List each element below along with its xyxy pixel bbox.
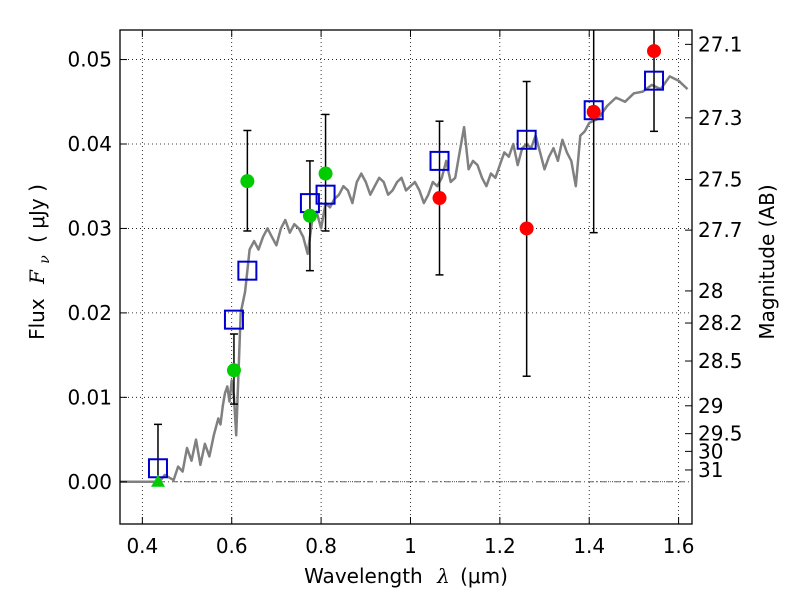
nir-data-point [647, 44, 662, 59]
magnitude-tick-label: 28.5 [698, 349, 743, 373]
x-tick-labels: 0.4 0.6 0.8 1 1.2 1.4 1.6 [126, 534, 694, 558]
magnitude-tick-label: 27.7 [698, 218, 743, 242]
model-photometry-square [315, 184, 336, 205]
y-tick-label: 0.01 [67, 385, 112, 409]
optical-data-point [302, 208, 317, 223]
nir-data-point [586, 104, 601, 119]
magnitude-tick-label: 27.5 [698, 167, 743, 191]
magnitude-tick-label: 29.5 [698, 422, 743, 446]
magnitude-tick-label: 30 [698, 439, 723, 463]
magnitude-tick-label: 29 [698, 394, 723, 418]
model-photometry-square [429, 150, 450, 171]
y-tick-label: 0.03 [67, 216, 112, 240]
plot-frame [119, 29, 693, 525]
model-photometry-square [583, 100, 604, 121]
x-tick-label: 1.2 [484, 534, 516, 558]
magnitude-tick-label: 27.1 [698, 32, 743, 56]
model-spectrum-line [120, 75, 689, 484]
magnitude-tick-label: 27.3 [698, 106, 743, 130]
x-tick-label: 1.6 [663, 534, 695, 558]
y-tick-labels: 0.00 0.01 0.02 0.03 0.04 0.05 [67, 48, 112, 494]
error-bars [153, 30, 659, 482]
magnitude-tick-label: 28 [698, 279, 723, 303]
nir-data-point [432, 191, 447, 206]
nir-data-point [519, 221, 534, 236]
optical-data-point [226, 363, 241, 378]
optical-data-point [318, 166, 333, 181]
grid-lines [120, 30, 692, 524]
model-photometry-square [237, 260, 258, 281]
x-tick-label: 0.4 [126, 534, 158, 558]
y-axis-label: Flux F ν ( μJy ) [25, 184, 54, 340]
optical-data-point [240, 174, 255, 189]
model-photometry-square [516, 129, 537, 150]
magnitude-tick-label: 28.2 [698, 311, 743, 335]
x-axis-label: Wavelength λ (μm) [304, 564, 508, 588]
observed-points [150, 44, 662, 487]
x-tick-label: 0.8 [305, 534, 337, 558]
x-tick-label: 1 [404, 534, 417, 558]
axis-ticks [120, 30, 692, 524]
upper-limit-triangle [150, 474, 165, 487]
x-tick-label: 0.6 [216, 534, 248, 558]
model-photometry-square [644, 70, 665, 91]
y-tick-label: 0.05 [67, 48, 112, 72]
y-tick-label: 0.02 [67, 301, 112, 325]
x-tick-label: 1.4 [573, 534, 605, 558]
magnitude-axis-label: Magnitude (AB) [755, 184, 779, 339]
y-tick-label: 0.04 [67, 132, 112, 156]
y-tick-label: 0.00 [67, 470, 112, 494]
model-photometry-squares [147, 70, 665, 479]
model-photometry-square [223, 309, 244, 330]
model-spectrum [120, 75, 689, 484]
magnitude-tick-label: 31 [698, 458, 723, 482]
